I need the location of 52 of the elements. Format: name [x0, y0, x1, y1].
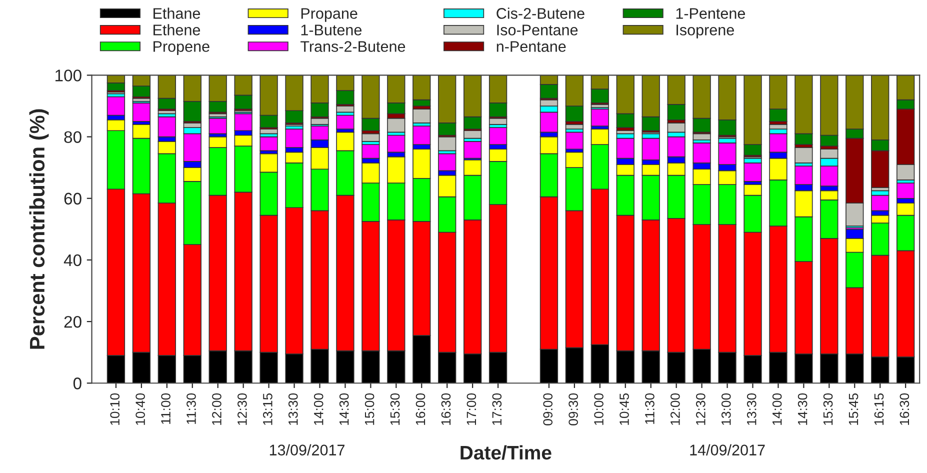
y-tick-label: 100 — [56, 70, 82, 82]
x-tick-label: 10:40 — [136, 393, 145, 425]
x-tick-label: 14:00 — [772, 393, 782, 425]
x-tick-label: 09:30 — [568, 393, 578, 426]
legend-label: Propene — [154, 41, 210, 55]
y-axis-title: Percent contribution (%) — [29, 109, 49, 349]
x-tick-label: 13:30 — [288, 393, 298, 425]
x-tick-label: 11:30 — [645, 393, 654, 424]
x-tick-label: 12:00 — [670, 393, 680, 425]
legend-label: 1-Butene — [301, 24, 362, 36]
x-tick-label: 12:00 — [212, 393, 222, 425]
x-tick-label: 16:30 — [441, 393, 451, 425]
x-tick-label: 16:30 — [900, 393, 910, 425]
legend-label: Isoprene — [676, 24, 734, 38]
x-tick-label: 12:30 — [238, 393, 247, 425]
x-tick-label: 17:30 — [492, 393, 502, 425]
y-tick-label: 20 — [64, 316, 82, 328]
x-tick-label: 15:30 — [823, 393, 833, 425]
legend-label: Cis-2-Butene — [496, 8, 584, 19]
x-axis-title: Date/Time — [460, 445, 552, 460]
x-tick-label: 11:30 — [186, 393, 196, 424]
x-tick-label: 15:00 — [364, 393, 374, 425]
x-tick-label: 15:30 — [390, 393, 400, 425]
x-tick-label: 13:30 — [746, 393, 756, 425]
x-tick-label: 16:15 — [874, 393, 884, 425]
x-tick-label: 13:15 — [262, 393, 272, 425]
text: 13/09/2017 — [270, 444, 344, 456]
legend-label: n-Pentane — [496, 41, 566, 52]
y-tick-label: 80 — [64, 131, 82, 143]
y-tick-label: 60 — [64, 192, 82, 205]
text: 14/09/2017 — [690, 444, 765, 456]
x-tick-label: 10:10 — [110, 393, 120, 425]
x-tick-label: 14:30 — [339, 393, 349, 425]
x-tick-label: 10:45 — [620, 393, 629, 425]
x-tick-label: 09:00 — [543, 393, 553, 426]
y-tick-label: 40 — [64, 254, 82, 266]
x-tick-label: 15:45 — [848, 393, 858, 425]
x-tick-label: 10:00 — [594, 393, 604, 425]
x-tick-label: 12:30 — [696, 393, 706, 425]
x-tick-label: 14:00 — [314, 393, 324, 425]
legend-label: Iso-Pentane — [497, 24, 578, 36]
legend-label: Trans-2-Butene — [300, 41, 406, 52]
x-tick-label: 13:00 — [721, 393, 731, 425]
x-tick-label: 14:30 — [798, 393, 808, 425]
legend-label: Propane — [301, 8, 358, 22]
legend-label: Ethene — [154, 24, 200, 36]
legend-label: Ethane — [154, 8, 200, 19]
x-tick-label: 17:00 — [466, 393, 476, 425]
y-tick-label: 0 — [73, 378, 82, 390]
legend-label: 1-Pentene — [676, 8, 745, 19]
x-tick-label: 16:00 — [416, 393, 426, 425]
x-tick-label: 11:00 — [161, 393, 170, 424]
